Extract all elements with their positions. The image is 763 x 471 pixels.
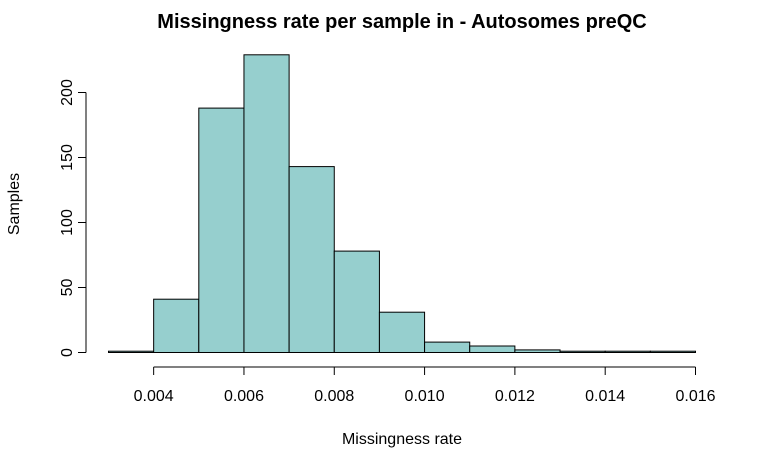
histogram-bar bbox=[378, 311, 426, 354]
histogram-bar bbox=[108, 350, 155, 354]
y-axis-label: Samples bbox=[6, 173, 23, 235]
y-tick-label: 50 bbox=[59, 279, 76, 297]
histogram-bar bbox=[243, 54, 290, 354]
x-tick-label: 0.010 bbox=[405, 388, 445, 405]
x-tick-label: 0.006 bbox=[224, 388, 264, 405]
histogram-bar bbox=[559, 350, 606, 354]
histogram-bar bbox=[198, 107, 245, 353]
histogram-bar bbox=[288, 166, 335, 353]
histogram-bar bbox=[469, 345, 516, 353]
y-tick-label: 0 bbox=[59, 348, 76, 357]
x-tick-label: 0.008 bbox=[314, 388, 354, 405]
y-tick-label: 200 bbox=[59, 79, 76, 106]
x-tick-label: 0.014 bbox=[585, 388, 625, 405]
chart-title: Missingness rate per sample in - Autosom… bbox=[157, 11, 646, 33]
y-tick-label: 100 bbox=[59, 209, 76, 236]
y-tick-label: 150 bbox=[59, 144, 76, 171]
histogram-bar bbox=[649, 350, 696, 354]
bars-group bbox=[108, 54, 696, 354]
histogram-bar bbox=[424, 341, 471, 354]
histogram-bar bbox=[514, 349, 561, 353]
x-tick-label: 0.012 bbox=[495, 388, 535, 405]
x-tick-label: 0.016 bbox=[675, 388, 715, 405]
x-axis: 0.004 0.006 0.008 0.010 0.012 0.014 0.016 bbox=[134, 366, 716, 405]
x-axis-label: Missingness rate bbox=[342, 431, 462, 448]
histogram-bar bbox=[153, 298, 200, 354]
x-tick-label: 0.004 bbox=[134, 388, 174, 405]
y-axis: 0 50 100 150 200 bbox=[59, 79, 87, 357]
histogram-bar bbox=[333, 250, 380, 354]
histogram-bar bbox=[604, 350, 651, 354]
